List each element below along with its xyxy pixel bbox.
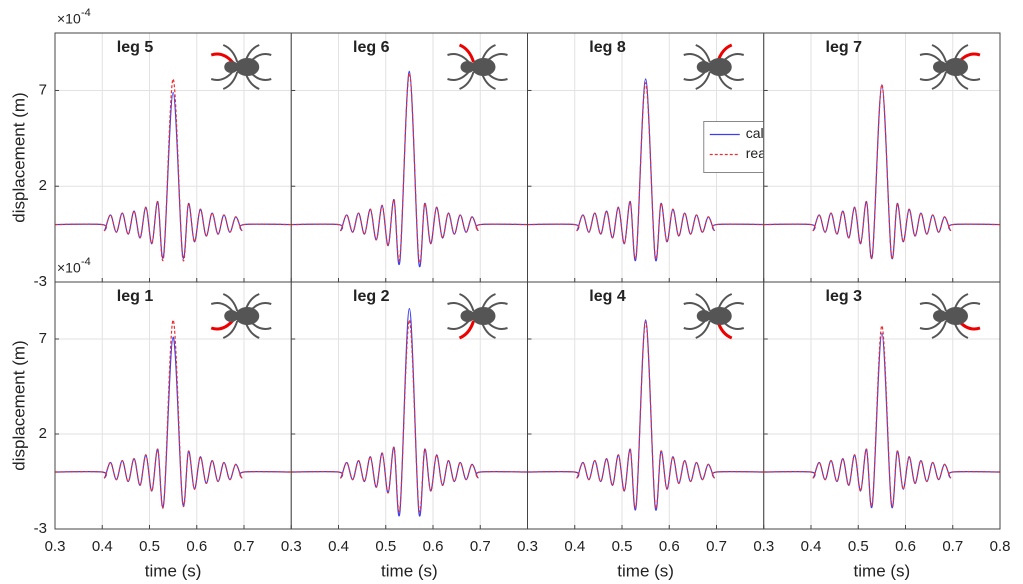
spider-leg xyxy=(222,44,239,63)
panel-title: leg 1 xyxy=(117,288,154,305)
spider-head xyxy=(224,61,239,73)
x-axis-label: time (s) xyxy=(617,561,674,580)
panel-title: leg 7 xyxy=(826,39,863,56)
y-axis-label: displacement (m) xyxy=(9,92,28,222)
spider-icon xyxy=(210,44,272,90)
spider-leg xyxy=(222,320,239,339)
x-tick-label: 0.8 xyxy=(990,538,1011,555)
data-line xyxy=(54,319,292,509)
axes-frame xyxy=(763,281,1001,530)
panel-title: leg 4 xyxy=(589,288,626,305)
x-tick-label: 0.4 xyxy=(564,538,585,555)
panel-title: leg 5 xyxy=(117,39,154,56)
x-tick-label: 0.6 xyxy=(659,538,680,555)
y-tick-label: 2 xyxy=(39,425,47,442)
data-line xyxy=(763,325,1001,507)
x-tick-label: 0.5 xyxy=(612,538,633,555)
data-line xyxy=(54,78,292,262)
spider-head xyxy=(224,310,239,322)
x-tick-label: 0.4 xyxy=(328,538,349,555)
spider-leg xyxy=(459,293,475,312)
scale-base: ×10 xyxy=(57,260,81,276)
spider-body xyxy=(944,58,968,76)
x-axis-label: time (s) xyxy=(381,561,438,580)
spider-body xyxy=(707,58,732,76)
x-tick-label: 0.6 xyxy=(895,538,916,555)
x-tick-label: 0.5 xyxy=(139,538,160,555)
spider-icon xyxy=(919,44,981,90)
spider-head xyxy=(696,61,711,73)
y-tick-label: 2 xyxy=(39,177,47,194)
spider-leg xyxy=(695,71,711,90)
x-tick-label: 0.7 xyxy=(942,538,963,555)
x-tick-label: 0.7 xyxy=(706,538,727,555)
spider-leg xyxy=(222,71,239,90)
spider-leg xyxy=(695,44,711,63)
y-tick-label: 7 xyxy=(39,81,47,98)
data-line xyxy=(291,72,528,264)
x-tick-label: 0.7 xyxy=(234,538,255,555)
x-tick-label: 0.5 xyxy=(375,538,396,555)
y-tick-label: -3 xyxy=(34,273,47,290)
panel-title: leg 2 xyxy=(353,288,390,305)
x-tick-label: 0.6 xyxy=(186,538,207,555)
y-tick-label: 7 xyxy=(39,330,47,347)
x-tick-label: 0.5 xyxy=(848,538,869,555)
spider-body xyxy=(944,307,968,325)
spider-leg xyxy=(695,320,711,339)
spider-head xyxy=(696,310,711,322)
spider-icon xyxy=(919,293,981,339)
spider-body xyxy=(235,58,260,76)
spider-icon xyxy=(683,43,745,90)
spider-head xyxy=(933,310,947,322)
x-tick-label: 0.4 xyxy=(92,538,113,555)
spider-icon xyxy=(447,43,508,90)
spider-icon xyxy=(210,293,272,339)
data-line xyxy=(527,321,764,509)
spider-body xyxy=(471,307,496,325)
spider-body xyxy=(471,58,496,76)
scale-base: ×10 xyxy=(57,11,81,27)
spider-leg xyxy=(931,71,947,90)
spider-head xyxy=(460,310,475,322)
x-tick-label: 0.4 xyxy=(801,538,822,555)
spider-icon xyxy=(447,293,508,340)
spider-body xyxy=(707,307,732,325)
panel-title: leg 8 xyxy=(589,39,626,56)
x-tick-label: 0.7 xyxy=(470,538,491,555)
spider-leg xyxy=(458,320,475,340)
spider-leg xyxy=(931,320,947,339)
x-axis-label: time (s) xyxy=(854,561,911,580)
spider-head xyxy=(460,61,475,73)
spider-leg xyxy=(931,293,947,312)
y-tick-label: -3 xyxy=(34,520,47,537)
spider-head xyxy=(933,61,947,73)
x-tick-label: 0.3 xyxy=(517,538,538,555)
spider-body xyxy=(235,307,260,325)
spider-icon xyxy=(683,293,745,340)
x-axis-label: time (s) xyxy=(145,561,202,580)
spider-leg xyxy=(931,44,947,63)
data-line xyxy=(763,84,1001,260)
spider-leg xyxy=(458,43,475,63)
data-line xyxy=(527,82,764,260)
spider-leg xyxy=(222,293,239,312)
scale-exponent: -4 xyxy=(81,256,91,268)
x-tick-label: 0.3 xyxy=(753,538,774,555)
y-axis-label: displacement (m) xyxy=(9,340,28,470)
panel-title: leg 6 xyxy=(353,39,390,56)
spider-leg xyxy=(459,71,475,90)
x-tick-label: 0.3 xyxy=(281,538,302,555)
panel-title: leg 3 xyxy=(826,288,863,305)
spider-leg xyxy=(695,293,711,312)
x-tick-label: 0.6 xyxy=(423,538,444,555)
data-line xyxy=(291,319,528,513)
x-tick-label: 0.3 xyxy=(45,538,66,555)
scale-exponent: -4 xyxy=(81,7,91,19)
